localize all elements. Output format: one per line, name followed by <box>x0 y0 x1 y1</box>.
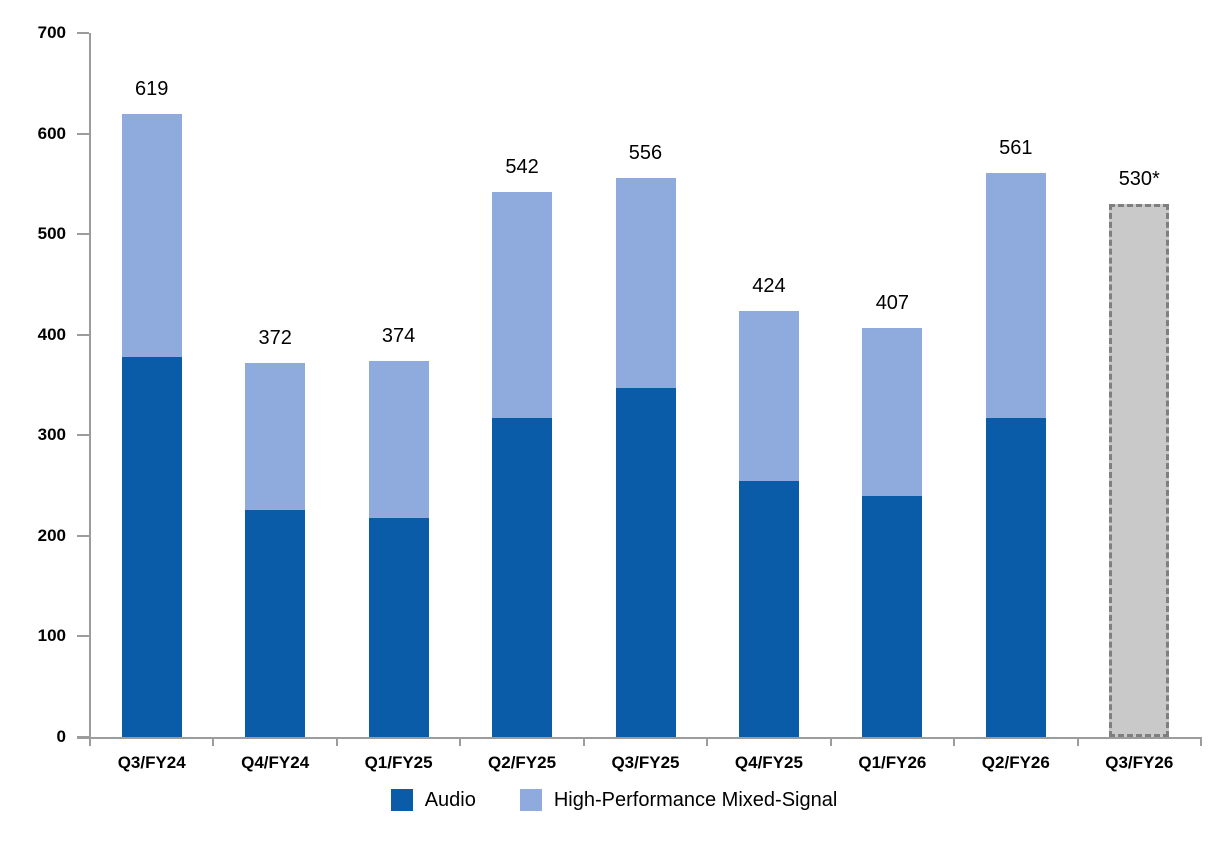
bar-segment-hpms <box>862 327 923 496</box>
y-axis-label: 500 <box>37 224 66 244</box>
bar-segment-hpms <box>738 310 799 481</box>
x-axis-label: Q2/FY26 <box>981 753 1050 772</box>
y-tick <box>77 635 89 638</box>
bar-total-label: 530* <box>1118 167 1160 190</box>
bar-segment-hpms <box>615 177 676 388</box>
hpms-legend-swatch-icon <box>519 789 542 811</box>
bar-total-label: 619 <box>135 78 169 101</box>
y-axis-label: 600 <box>37 123 66 143</box>
y-axis-label: 100 <box>37 626 66 646</box>
bar-total-label: 424 <box>752 274 786 297</box>
x-tick <box>706 737 709 746</box>
y-tick <box>77 32 89 34</box>
x-axis-label: Q4/FY24 <box>241 753 310 772</box>
hpms-legend-label: High-Performance Mixed-Signal <box>553 789 838 811</box>
y-axis-label: 200 <box>37 525 66 545</box>
x-tick <box>212 737 215 746</box>
bar-segment-hpms <box>368 360 429 518</box>
chart-legend: Audio High-Performance Mixed-Signal <box>0 788 1228 812</box>
bar-segment-audio <box>245 509 306 737</box>
bar-total-label: 556 <box>628 141 663 164</box>
y-axis-line <box>89 33 91 745</box>
bar-total-label: 372 <box>258 326 292 349</box>
bar-segment-audio <box>615 388 676 737</box>
audio-legend-swatch-icon <box>390 789 413 811</box>
x-tick <box>1076 737 1079 746</box>
y-axis-label: 0 <box>56 727 66 746</box>
x-axis-label: Q1/FY26 <box>858 753 927 772</box>
y-axis-label: 300 <box>37 425 66 445</box>
y-tick <box>77 333 89 336</box>
bar-segment-hpms <box>985 172 1046 419</box>
bar-total-label: 374 <box>381 324 416 347</box>
x-tick <box>89 737 91 746</box>
bar-segment-audio <box>368 517 429 737</box>
bar-segment-audio <box>985 418 1046 737</box>
x-tick <box>582 737 585 746</box>
y-tick <box>77 132 89 135</box>
y-tick <box>77 736 89 738</box>
x-axis-label: Q3/FY24 <box>117 753 186 772</box>
bar-segment-hpms <box>245 362 306 510</box>
x-tick <box>459 737 462 746</box>
bar-segment-hpms <box>121 114 182 357</box>
x-tick <box>829 737 832 746</box>
x-axis-label: Q1/FY25 <box>364 753 433 772</box>
bar-total-label: 407 <box>875 291 910 314</box>
y-tick <box>77 434 89 437</box>
x-axis-line <box>77 737 1201 739</box>
x-axis-label: Q4/FY25 <box>734 753 803 772</box>
bar-forecast <box>1109 203 1170 737</box>
legend-item-audio: Audio <box>390 788 476 812</box>
bar-segment-hpms <box>492 191 553 419</box>
bar-segment-audio <box>738 480 799 737</box>
x-axis-label: Q2/FY25 <box>488 753 557 772</box>
x-tick <box>1200 737 1202 746</box>
x-tick <box>953 737 956 746</box>
x-tick <box>335 737 338 746</box>
y-axis-label: 400 <box>37 324 66 344</box>
audio-legend-label: Audio <box>424 789 476 811</box>
bar-segment-audio <box>121 356 182 737</box>
bar-total-label: 542 <box>505 155 539 178</box>
bar-total-label: 561 <box>999 136 1033 159</box>
y-axis-label: 700 <box>37 23 66 42</box>
y-tick <box>77 233 89 236</box>
y-tick <box>77 534 89 537</box>
bar-segment-audio <box>862 495 923 737</box>
legend-item-hpms: High-Performance Mixed-Signal <box>519 788 838 812</box>
x-axis-label: Q3/FY25 <box>611 753 680 772</box>
plot-area: 0 100 200 300 400 500 600 700 619 Q3/FY24 372 Q4/FY… <box>38 23 1202 772</box>
x-axis-label: Q3/FY26 <box>1105 753 1174 772</box>
bar-segment-audio <box>492 418 553 737</box>
